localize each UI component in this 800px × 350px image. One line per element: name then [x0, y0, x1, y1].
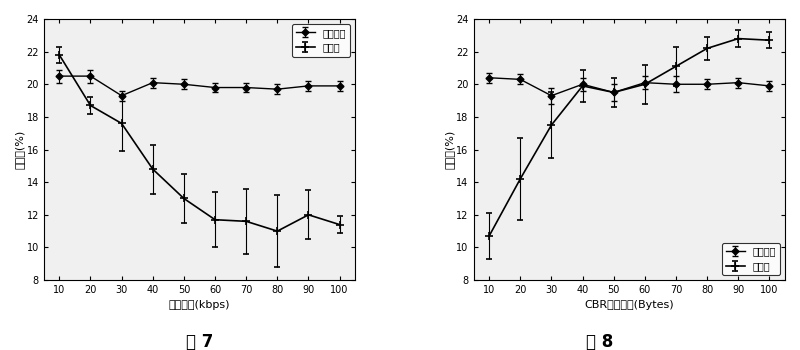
Legend: 现有技术, 本发明: 现有技术, 本发明 — [292, 24, 350, 56]
Y-axis label: 重发率(%): 重发率(%) — [445, 130, 455, 169]
Legend: 现有技术, 本发明: 现有技术, 本发明 — [722, 243, 780, 275]
X-axis label: 业务负荷(kbps): 业务负荷(kbps) — [169, 301, 230, 310]
Y-axis label: 重发率(%): 重发率(%) — [15, 130, 25, 169]
Text: 图 7: 图 7 — [186, 332, 214, 350]
X-axis label: CBR包的大小(Bytes): CBR包的大小(Bytes) — [585, 301, 674, 310]
Text: 图 8: 图 8 — [586, 332, 614, 350]
